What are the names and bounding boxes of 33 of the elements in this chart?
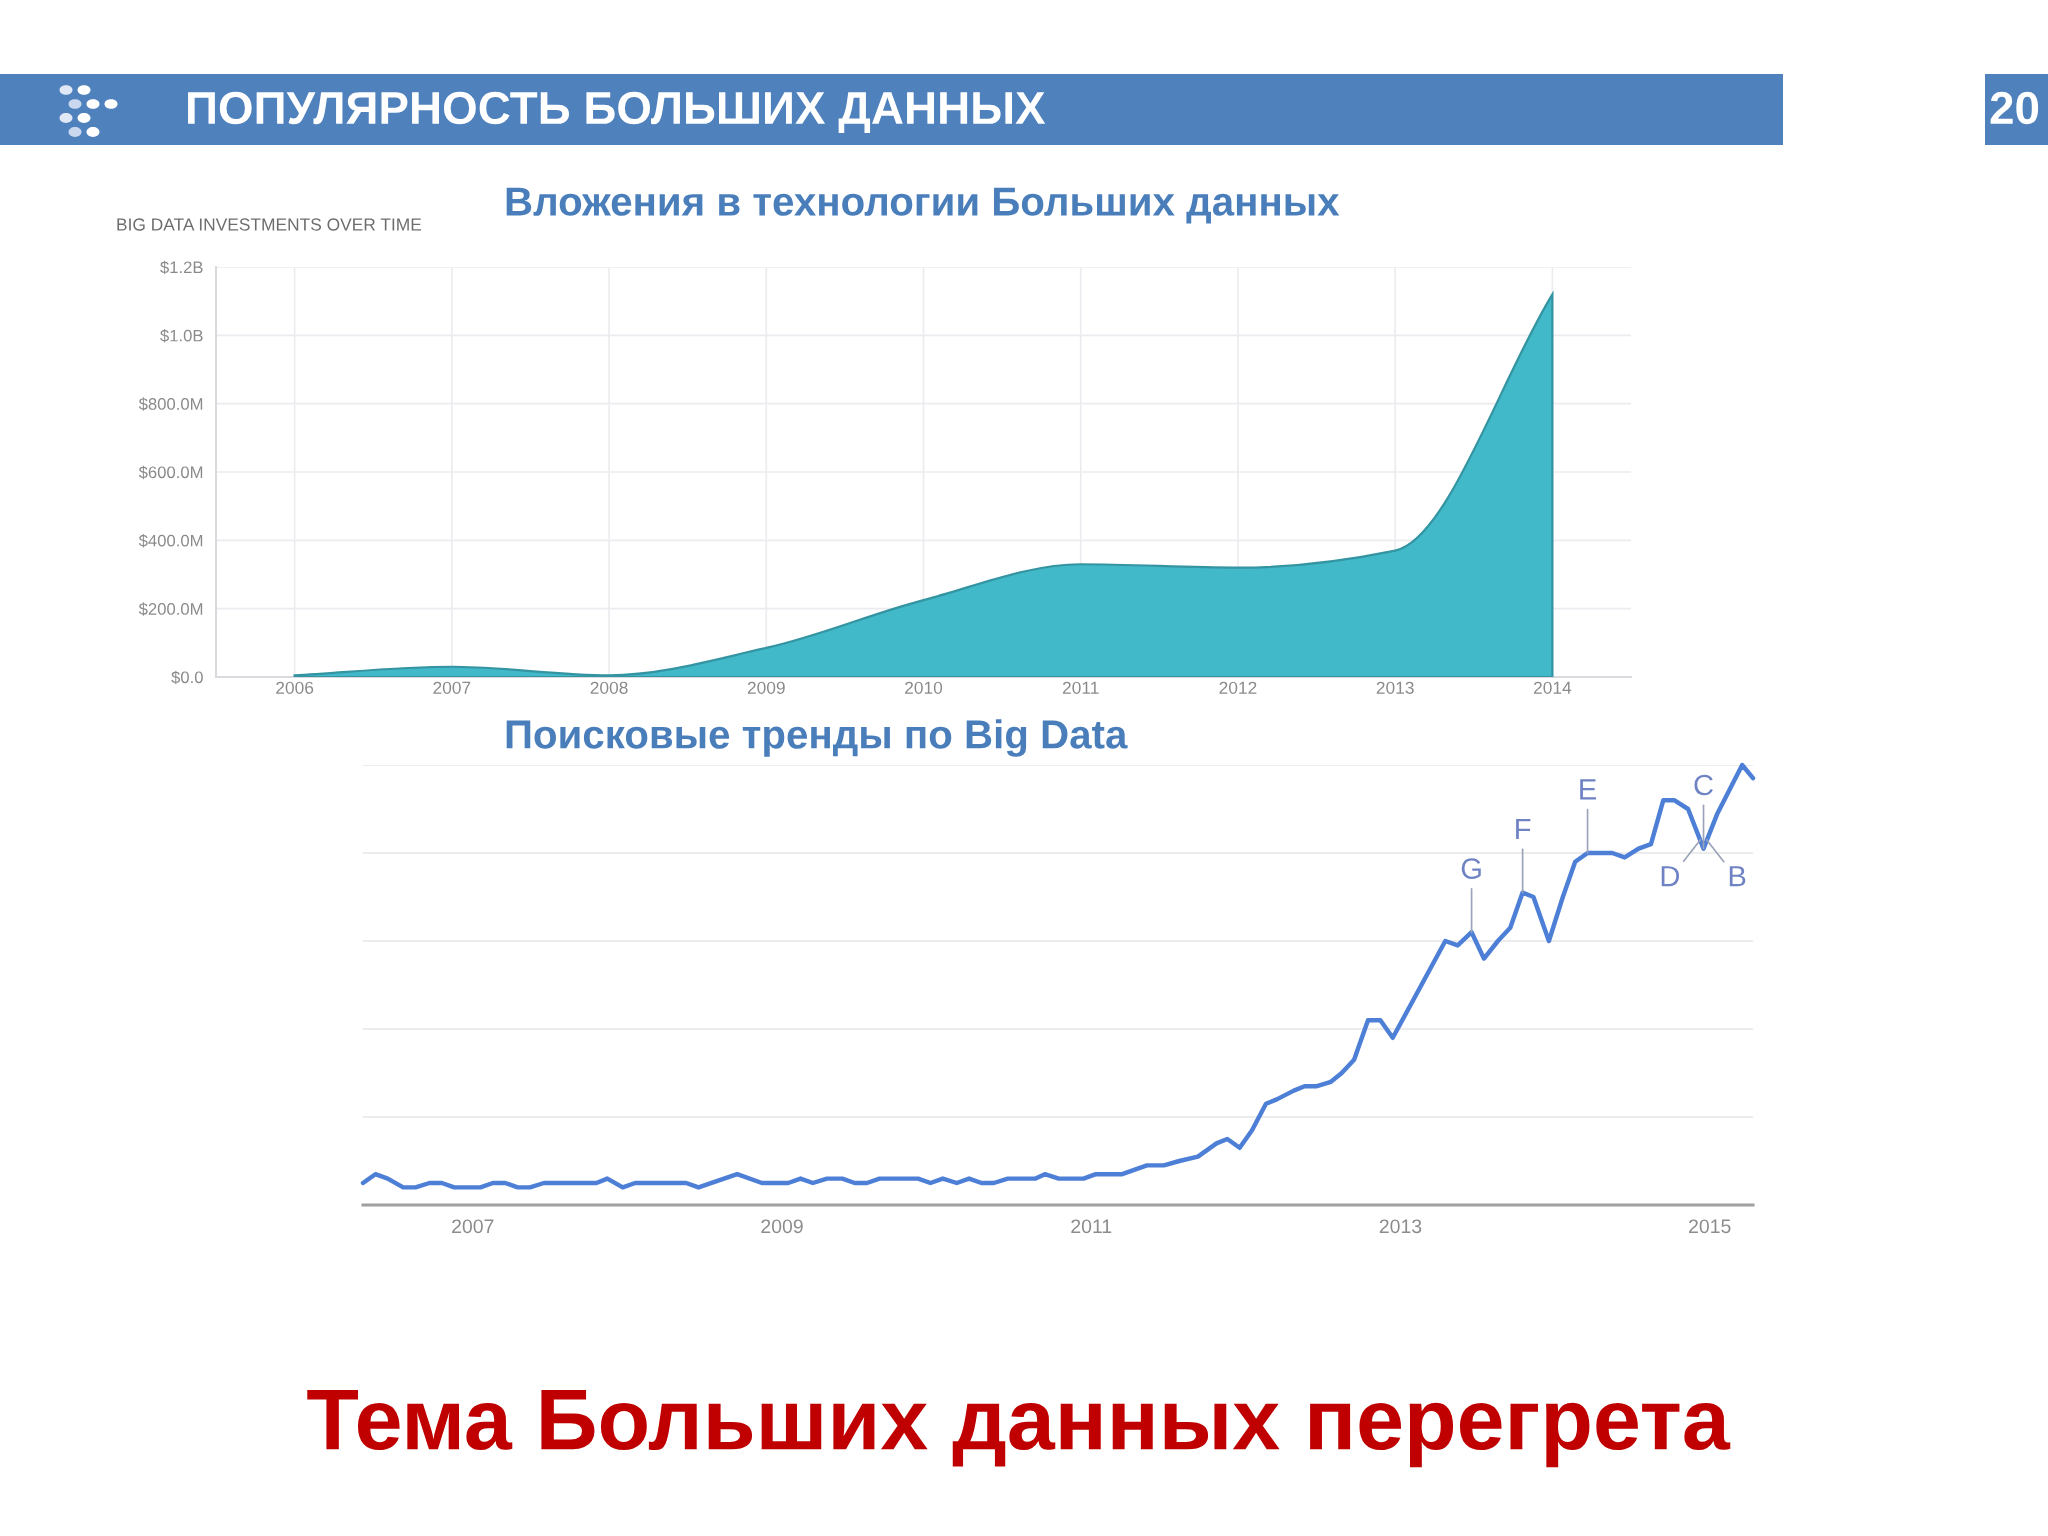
x-tick-label: 2010 bbox=[905, 681, 943, 694]
x-tick-label: 2013 bbox=[1379, 1219, 1422, 1234]
chart-subtitle: BIG DATA INVESTMENTS OVER TIME bbox=[117, 218, 422, 231]
x-tick-label: 2008 bbox=[590, 681, 628, 694]
annotation: D bbox=[1661, 866, 1680, 887]
text: Тема Больших данных перегрета bbox=[307, 1390, 1731, 1468]
x-tick-label: 2009 bbox=[747, 681, 785, 694]
x-tick-label: 2009 bbox=[761, 1219, 803, 1234]
y-tick-label: $1.2B bbox=[160, 260, 203, 275]
annotation: F bbox=[1516, 818, 1531, 840]
x-tick-label: 2007 bbox=[452, 1219, 494, 1234]
x-tick-label: 2012 bbox=[1219, 681, 1257, 694]
annotation: G bbox=[1461, 858, 1481, 879]
chart-title: Вложения в технологии Больших данных bbox=[506, 187, 1340, 224]
annotation: C bbox=[1694, 774, 1713, 796]
annotation: B bbox=[1729, 866, 1746, 887]
y-tick-label: $0.0 bbox=[171, 670, 203, 685]
x-tick-label: 2006 bbox=[276, 681, 314, 694]
annotation: E bbox=[1580, 779, 1597, 800]
x-tick-label: 2014 bbox=[1533, 681, 1572, 694]
text: ПОПУЛЯРНОСТЬ БОЛЬШИХ ДАННЫХ bbox=[188, 91, 1046, 133]
x-tick-label: 2015 bbox=[1689, 1219, 1731, 1234]
y-tick-label: $400.0M bbox=[138, 534, 203, 548]
text: 20 bbox=[1990, 91, 2039, 125]
x-tick-label: 2013 bbox=[1376, 681, 1414, 694]
chart-title: Поисковые тренды по Big Data bbox=[506, 719, 1128, 757]
x-tick-label: 2007 bbox=[433, 681, 471, 694]
x-tick-label: 2011 bbox=[1062, 681, 1099, 694]
y-tick-label: $1.0B bbox=[160, 329, 203, 343]
y-tick-label: $600.0M bbox=[138, 465, 203, 480]
x-tick-label: 2011 bbox=[1071, 1219, 1112, 1234]
y-tick-label: $800.0M bbox=[138, 397, 203, 411]
y-tick-label: $200.0M bbox=[138, 602, 203, 616]
